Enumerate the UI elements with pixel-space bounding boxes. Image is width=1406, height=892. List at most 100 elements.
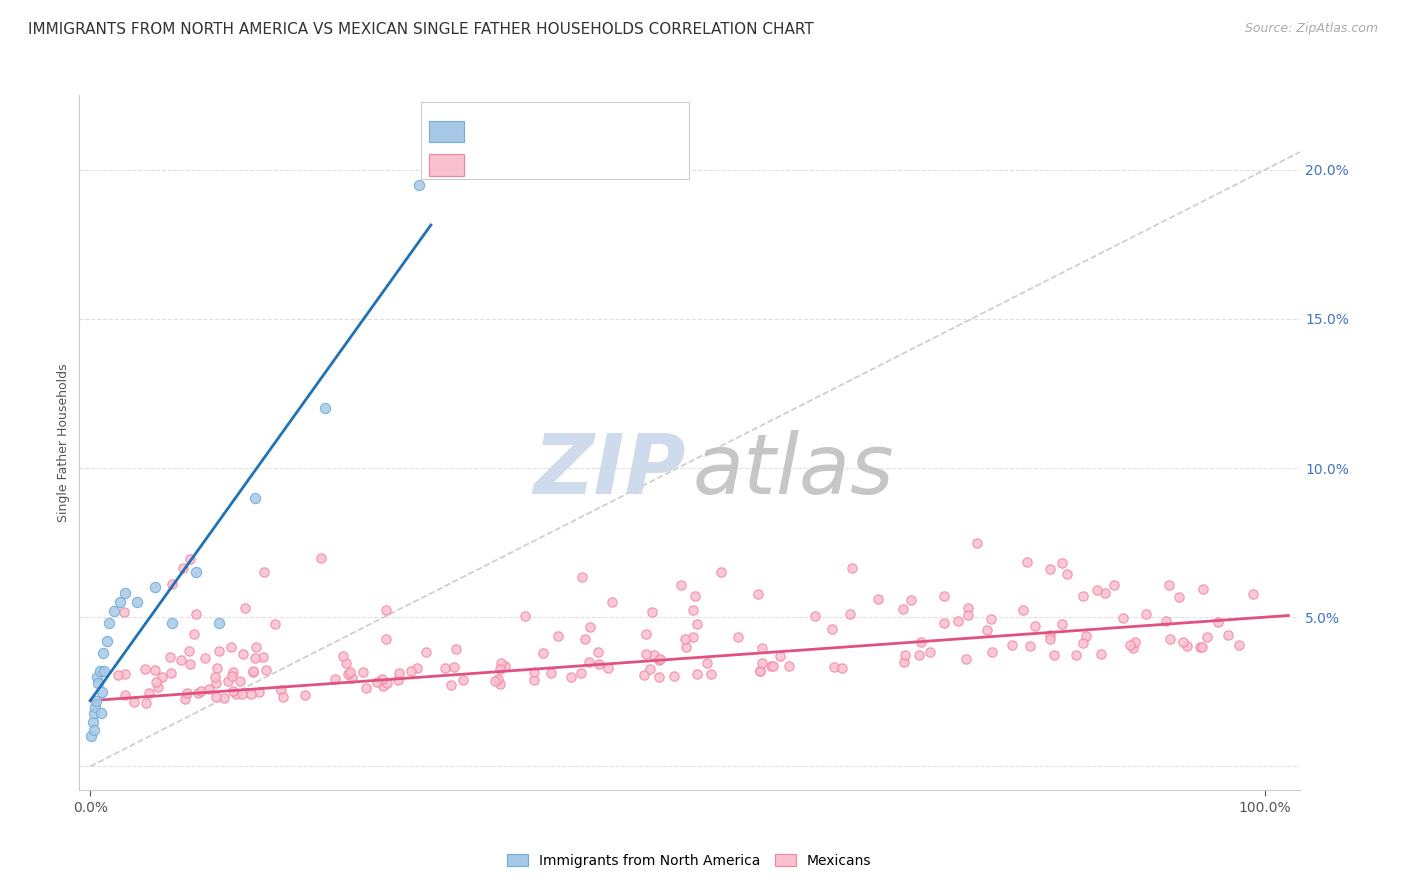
Point: [1012, 603, 1035, 617]
Point: [900, 593, 922, 607]
Point: [932, 590, 955, 604]
Point: [821, 623, 844, 637]
Point: [574, 632, 596, 646]
Point: [1192, 582, 1215, 596]
Point: [489, 656, 512, 670]
Point: [484, 674, 506, 689]
Point: [1189, 640, 1212, 654]
Point: [443, 660, 465, 674]
Point: [980, 612, 1002, 626]
Point: [682, 602, 704, 616]
Point: [107, 668, 129, 682]
Point: [176, 686, 198, 700]
Point: [1102, 578, 1125, 592]
Point: [489, 677, 512, 691]
Text: N =: N =: [571, 158, 602, 172]
Point: [981, 645, 1004, 659]
Point: [90, 706, 112, 720]
Point: [323, 672, 346, 686]
Point: [212, 690, 235, 705]
Point: [636, 647, 658, 661]
Point: [433, 661, 456, 675]
Point: [893, 648, 915, 662]
Point: [135, 696, 157, 710]
Point: [84, 699, 107, 714]
Point: [177, 644, 200, 658]
Point: [114, 666, 136, 681]
Point: [531, 647, 554, 661]
Point: [309, 550, 332, 565]
Point: [270, 682, 292, 697]
Point: [122, 694, 145, 708]
Point: [600, 595, 623, 609]
Point: [242, 665, 264, 679]
Point: [907, 648, 929, 662]
Point: [146, 680, 169, 694]
Point: [727, 630, 749, 644]
Point: [1039, 562, 1062, 576]
Point: [683, 589, 706, 603]
Point: [749, 665, 772, 679]
Point: [523, 673, 546, 688]
Point: [588, 657, 610, 672]
Point: [762, 659, 785, 673]
Point: [1167, 590, 1189, 604]
Point: [868, 592, 890, 607]
Point: [159, 649, 181, 664]
Point: [253, 565, 276, 579]
Point: [1112, 611, 1135, 625]
Point: [183, 627, 205, 641]
Point: [1154, 614, 1177, 628]
Text: IMMIGRANTS FROM NORTH AMERICA VS MEXICAN SINGLE FATHER HOUSEHOLDS CORRELATION CH: IMMIGRANTS FROM NORTH AMERICA VS MEXICAN…: [28, 22, 814, 37]
Point: [1123, 635, 1146, 649]
Point: [247, 685, 270, 699]
Point: [1074, 629, 1097, 643]
Point: [352, 665, 374, 679]
Point: [1090, 647, 1112, 661]
Point: [83, 723, 105, 738]
Point: [314, 401, 336, 416]
Point: [190, 683, 212, 698]
Point: [179, 657, 201, 672]
Point: [134, 662, 156, 676]
Point: [893, 655, 915, 669]
Point: [588, 644, 610, 658]
Point: [440, 678, 463, 692]
Point: [966, 535, 988, 549]
Point: [769, 649, 792, 664]
Point: [647, 652, 669, 666]
Point: [596, 661, 619, 675]
Point: [371, 680, 394, 694]
Point: [242, 665, 264, 679]
Point: [1171, 634, 1194, 648]
Point: [82, 714, 104, 729]
Point: [910, 635, 932, 649]
Point: [839, 607, 862, 622]
Point: [486, 672, 509, 686]
Point: [98, 616, 121, 631]
Point: [1157, 578, 1180, 592]
Point: [375, 603, 398, 617]
Point: [1024, 619, 1046, 633]
Point: [523, 665, 546, 680]
Point: [252, 650, 274, 665]
Text: Source: ZipAtlas.com: Source: ZipAtlas.com: [1244, 22, 1378, 36]
Point: [841, 561, 863, 575]
Point: [578, 655, 600, 669]
Text: 26: 26: [617, 124, 641, 138]
Point: [229, 673, 252, 688]
Point: [636, 626, 658, 640]
Point: [172, 561, 194, 575]
Point: [264, 617, 287, 632]
Point: [184, 607, 207, 621]
Text: ZIP: ZIP: [533, 430, 686, 511]
Point: [1001, 638, 1024, 652]
Point: [405, 661, 427, 675]
Point: [1241, 587, 1264, 601]
Point: [114, 688, 136, 702]
Point: [1216, 628, 1239, 642]
Point: [205, 675, 228, 690]
Point: [170, 653, 193, 667]
Legend: Immigrants from North America, Mexicans: Immigrants from North America, Mexicans: [502, 848, 877, 873]
Point: [150, 670, 173, 684]
